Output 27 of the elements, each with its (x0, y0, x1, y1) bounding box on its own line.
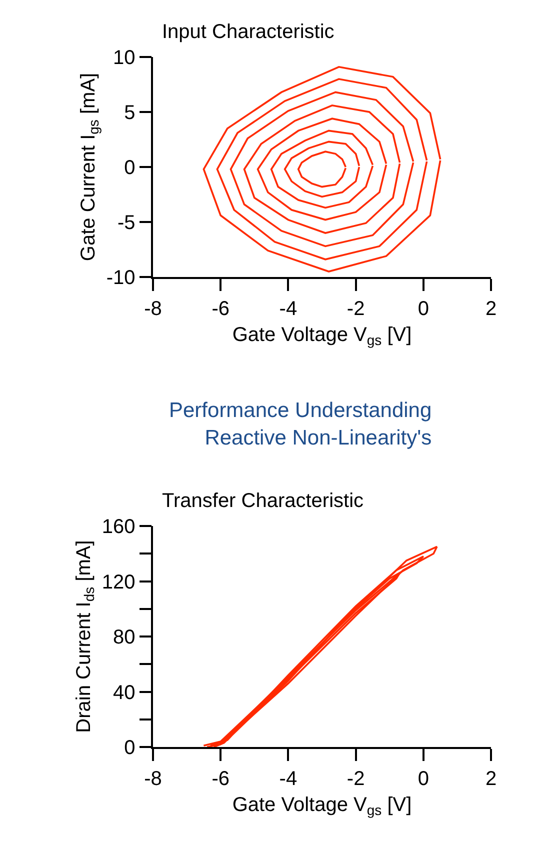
x-tick-label: 2 (485, 768, 497, 790)
x-tick-label: -4 (279, 768, 298, 790)
chart-title: Input Characteristic (162, 21, 334, 43)
x-tick-label: -6 (212, 298, 230, 320)
y-tick-label: 0 (124, 157, 136, 179)
x-axis-title: Gate Voltage V$_{gs}$ [V] (232, 324, 412, 348)
y-tick-label: 160 (102, 516, 136, 538)
y-tick-label: 80 (113, 626, 136, 648)
y-tick-label: 5 (124, 102, 136, 124)
x-tick-label: -6 (212, 768, 230, 790)
x-tick-label: -8 (144, 298, 162, 320)
y-tick-label: 40 (113, 682, 136, 704)
x-tick-label: 0 (418, 768, 429, 790)
y-tick-label: -5 (117, 212, 136, 234)
y-tick-label: -10 (106, 267, 136, 289)
x-tick-label: -8 (144, 768, 162, 790)
text: Performance Understanding Reactive Non-Linearity's (169, 399, 432, 450)
x-tick-label: 0 (418, 298, 429, 320)
chart-title: Transfer Characteristic (162, 490, 364, 512)
x-tick-label: -2 (346, 298, 365, 320)
x-tick-label: -2 (346, 768, 365, 790)
y-tick-label: 120 (102, 571, 136, 594)
y-tick-label: 0 (124, 737, 136, 759)
x-axis-title: Gate Voltage V$_{gs}$ [V] (232, 794, 412, 818)
x-tick-label: -4 (279, 298, 298, 320)
x-tick-label: 2 (485, 298, 497, 320)
y-tick-label: 10 (113, 47, 136, 69)
